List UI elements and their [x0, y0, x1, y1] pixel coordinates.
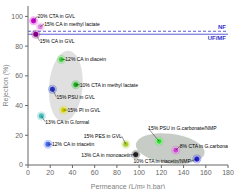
- svg-text:8% CTA in G.carbonate/NMP: 8% CTA in G.carbonate/NMP: [180, 143, 228, 149]
- svg-text:180: 180: [222, 169, 234, 176]
- svg-text:15% PSU in G.carbonate/NMP: 15% PSU in G.carbonate/NMP: [148, 125, 217, 131]
- svg-text:0: 0: [26, 169, 30, 176]
- svg-text:12% CA in diacein: 12% CA in diacein: [65, 56, 106, 62]
- svg-text:15% PES in GVL: 15% PES in GVL: [84, 133, 122, 139]
- svg-text:60: 60: [15, 72, 23, 79]
- svg-text:120: 120: [155, 169, 167, 176]
- svg-text:12% CA in triacetin: 12% CA in triacetin: [52, 141, 94, 147]
- svg-text:15% PI in GVL: 15% PI in GVL: [68, 107, 101, 113]
- svg-text:Permeance (L/m² h.bar): Permeance (L/m² h.bar): [91, 183, 165, 189]
- svg-text:0: 0: [19, 161, 23, 168]
- svg-text:13% CA in monoacetin: 13% CA in monoacetin: [81, 152, 132, 158]
- svg-text:15% CA in methyl lactate: 15% CA in methyl lactate: [44, 21, 100, 27]
- svg-text:100: 100: [133, 169, 145, 176]
- svg-text:20: 20: [15, 132, 23, 139]
- svg-text:20: 20: [46, 169, 54, 176]
- svg-text:20% CTA in GVL: 20% CTA in GVL: [38, 13, 76, 19]
- svg-text:UF/MF: UF/MF: [208, 35, 227, 41]
- svg-text:140: 140: [178, 169, 190, 176]
- svg-text:10% CTA in triacetin/NMP: 10% CTA in triacetin/NMP: [133, 158, 191, 164]
- svg-text:80: 80: [113, 169, 121, 176]
- svg-text:10% CTA in methyl lactate: 10% CTA in methyl lactate: [80, 82, 138, 88]
- svg-text:Rejection (%): Rejection (%): [2, 64, 10, 106]
- svg-text:160: 160: [200, 169, 212, 176]
- svg-text:15% CA in GVL: 15% CA in GVL: [40, 38, 75, 44]
- svg-text:40: 40: [15, 102, 23, 109]
- svg-text:40: 40: [69, 169, 77, 176]
- svg-text:100: 100: [11, 13, 23, 20]
- svg-text:60: 60: [91, 169, 99, 176]
- svg-text:15% PSU in GVL: 15% PSU in GVL: [56, 94, 95, 100]
- svg-text:80: 80: [15, 43, 23, 50]
- svg-text:NF: NF: [218, 24, 226, 30]
- svg-text:13% CA in G.formal: 13% CA in G.formal: [45, 119, 89, 125]
